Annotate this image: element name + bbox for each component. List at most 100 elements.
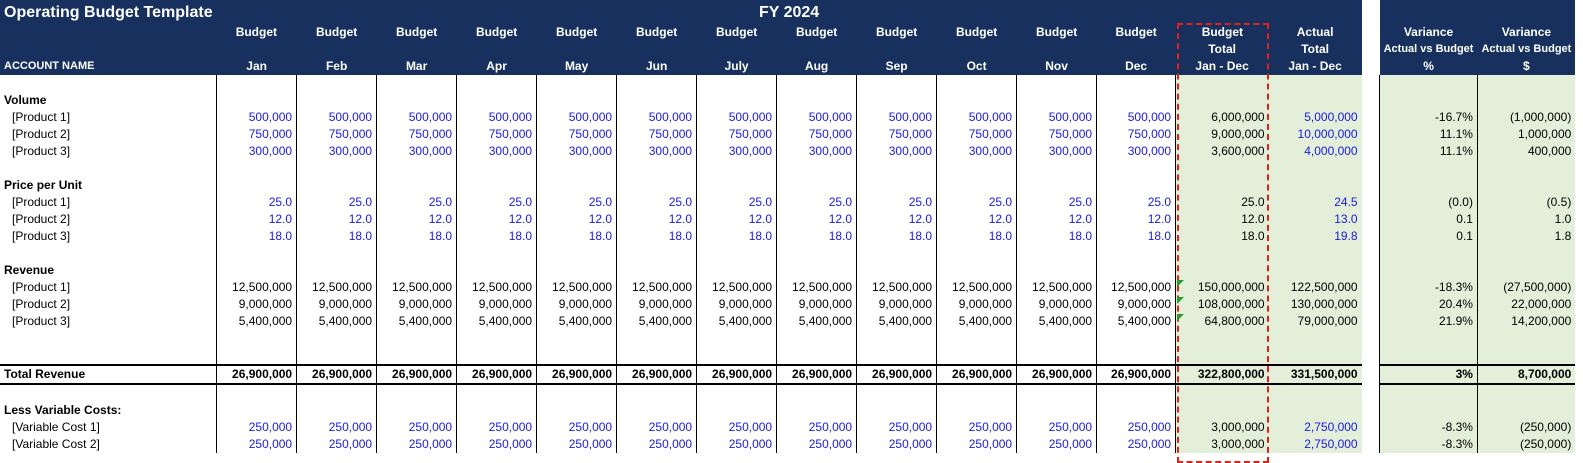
row-s2-r2-variance-pct[interactable]: 21.9% — [1379, 313, 1478, 330]
row-s1-r2-sep[interactable]: 18.0 — [856, 228, 938, 245]
variable-cost-2-aug[interactable]: 250,000 — [776, 436, 858, 453]
variable-cost-2-jun[interactable]: 250,000 — [616, 436, 698, 453]
variable-cost-2-may[interactable]: 250,000 — [536, 436, 618, 453]
row-s0-r1-may[interactable]: 750,000 — [536, 126, 618, 143]
row-s1-r2-budget-total[interactable]: 18.0 — [1175, 228, 1269, 245]
variable-cost-1-dec[interactable]: 250,000 — [1096, 419, 1177, 436]
row-s0-r0-mar[interactable]: 500,000 — [376, 109, 458, 126]
row-s0-r0-actual-total[interactable]: 5,000,000 — [1268, 109, 1362, 126]
row-s1-r2-mar[interactable]: 18.0 — [376, 228, 458, 245]
row-s2-r0-aug[interactable]: 12,500,000 — [776, 279, 858, 296]
row-s1-r0-sep[interactable]: 25.0 — [856, 194, 938, 211]
row-s2-r1-budget-total[interactable]: 108,000,000 — [1175, 296, 1269, 313]
row-s2-r0-budget-total[interactable]: 150,000,000 — [1175, 279, 1269, 296]
row-s0-r1-nov[interactable]: 750,000 — [1016, 126, 1098, 143]
row-s1-r0-actual-total[interactable]: 24.5 — [1268, 194, 1362, 211]
row-s1-r1-feb[interactable]: 12.0 — [296, 211, 378, 228]
variable-cost-2-apr[interactable]: 250,000 — [456, 436, 538, 453]
row-s1-r2-july[interactable]: 18.0 — [696, 228, 778, 245]
row-s1-r1-apr[interactable]: 12.0 — [456, 211, 538, 228]
row-s1-r0-may[interactable]: 25.0 — [536, 194, 618, 211]
row-s0-r1-sep[interactable]: 750,000 — [856, 126, 938, 143]
row-s1-r0-mar[interactable]: 25.0 — [376, 194, 458, 211]
row-s1-r1-jan[interactable]: 12.0 — [216, 211, 298, 228]
total-revenue-feb[interactable]: 26,900,000 — [296, 364, 378, 385]
row-s2-r2-july[interactable]: 5,400,000 — [696, 313, 778, 330]
row-s1-r2-jun[interactable]: 18.0 — [616, 228, 698, 245]
variable-cost-2-variance-pct[interactable]: -8.3% — [1379, 436, 1478, 453]
variable-cost-1-mar[interactable]: 250,000 — [376, 419, 458, 436]
row-s1-r0-variance-pct[interactable]: (0.0) — [1379, 194, 1478, 211]
row-s0-r1-jun[interactable]: 750,000 — [616, 126, 698, 143]
row-s0-r2-jan[interactable]: 300,000 — [216, 143, 298, 160]
row-s1-r2-dec[interactable]: 18.0 — [1096, 228, 1177, 245]
row-s0-r2-variance-pct[interactable]: 11.1% — [1379, 143, 1478, 160]
variable-cost-2-budget-total[interactable]: 3,000,000 — [1175, 436, 1269, 453]
total-revenue-mar[interactable]: 26,900,000 — [376, 364, 458, 385]
row-s2-r0-mar[interactable]: 12,500,000 — [376, 279, 458, 296]
total-revenue-may[interactable]: 26,900,000 — [536, 364, 618, 385]
row-s1-r0-budget-total[interactable]: 25.0 — [1175, 194, 1269, 211]
row-s2-r0-jan[interactable]: 12,500,000 — [216, 279, 298, 296]
row-s2-r2-jan[interactable]: 5,400,000 — [216, 313, 298, 330]
row-s2-r2-aug[interactable]: 5,400,000 — [776, 313, 858, 330]
row-s1-r2-may[interactable]: 18.0 — [536, 228, 618, 245]
error-indicator-icon[interactable] — [1177, 297, 1184, 304]
row-s0-r1-variance-pct[interactable]: 11.1% — [1379, 126, 1478, 143]
row-s2-r1-mar[interactable]: 9,000,000 — [376, 296, 458, 313]
variable-cost-2-sep[interactable]: 250,000 — [856, 436, 938, 453]
variable-cost-2-mar[interactable]: 250,000 — [376, 436, 458, 453]
variable-cost-2-july[interactable]: 250,000 — [696, 436, 778, 453]
row-s1-r0-jun[interactable]: 25.0 — [616, 194, 698, 211]
row-s1-r0-nov[interactable]: 25.0 — [1016, 194, 1098, 211]
row-s0-r1-budget-total[interactable]: 9,000,000 — [1175, 126, 1269, 143]
row-s2-r1-oct[interactable]: 9,000,000 — [936, 296, 1018, 313]
row-s0-r2-oct[interactable]: 300,000 — [936, 143, 1018, 160]
row-s0-r1-mar[interactable]: 750,000 — [376, 126, 458, 143]
row-s0-r0-sep[interactable]: 500,000 — [856, 109, 938, 126]
row-s2-r1-variance-dollar[interactable]: 22,000,000 — [1477, 296, 1576, 313]
variable-cost-1-feb[interactable]: 250,000 — [296, 419, 378, 436]
row-s0-r0-jun[interactable]: 500,000 — [616, 109, 698, 126]
row-s0-r2-may[interactable]: 300,000 — [536, 143, 618, 160]
row-s2-r0-feb[interactable]: 12,500,000 — [296, 279, 378, 296]
variable-cost-1-july[interactable]: 250,000 — [696, 419, 778, 436]
row-s2-r2-oct[interactable]: 5,400,000 — [936, 313, 1018, 330]
row-s1-r1-may[interactable]: 12.0 — [536, 211, 618, 228]
row-s1-r0-jan[interactable]: 25.0 — [216, 194, 298, 211]
row-s2-r2-mar[interactable]: 5,400,000 — [376, 313, 458, 330]
row-s0-r0-variance-pct[interactable]: -16.7% — [1379, 109, 1478, 126]
row-s0-r0-variance-dollar[interactable]: (1,000,000) — [1477, 109, 1576, 126]
row-s2-r2-may[interactable]: 5,400,000 — [536, 313, 618, 330]
row-s0-r2-mar[interactable]: 300,000 — [376, 143, 458, 160]
row-s1-r1-budget-total[interactable]: 12.0 — [1175, 211, 1269, 228]
row-s0-r0-budget-total[interactable]: 6,000,000 — [1175, 109, 1269, 126]
row-s2-r1-feb[interactable]: 9,000,000 — [296, 296, 378, 313]
total-revenue-actual-total[interactable]: 331,500,000 — [1268, 364, 1362, 385]
row-s1-r0-variance-dollar[interactable]: (0.5) — [1477, 194, 1576, 211]
total-revenue-variance-dollar[interactable]: 8,700,000 — [1477, 364, 1576, 385]
row-s2-r0-actual-total[interactable]: 122,500,000 — [1268, 279, 1362, 296]
total-revenue-july[interactable]: 26,900,000 — [696, 364, 778, 385]
row-s0-r2-variance-dollar[interactable]: 400,000 — [1477, 143, 1576, 160]
row-s0-r0-feb[interactable]: 500,000 — [296, 109, 378, 126]
row-s2-r1-apr[interactable]: 9,000,000 — [456, 296, 538, 313]
error-indicator-icon[interactable] — [1177, 314, 1184, 321]
variable-cost-1-oct[interactable]: 250,000 — [936, 419, 1018, 436]
variable-cost-1-variance-dollar[interactable]: (250,000) — [1477, 419, 1576, 436]
row-s0-r2-sep[interactable]: 300,000 — [856, 143, 938, 160]
row-s2-r1-may[interactable]: 9,000,000 — [536, 296, 618, 313]
variable-cost-2-jan[interactable]: 250,000 — [216, 436, 298, 453]
row-s2-r0-variance-pct[interactable]: -18.3% — [1379, 279, 1478, 296]
row-s1-r1-actual-total[interactable]: 13.0 — [1268, 211, 1362, 228]
row-s0-r2-dec[interactable]: 300,000 — [1096, 143, 1177, 160]
row-s0-r2-actual-total[interactable]: 4,000,000 — [1268, 143, 1362, 160]
row-s1-r1-variance-dollar[interactable]: 1.0 — [1477, 211, 1576, 228]
row-s0-r1-apr[interactable]: 750,000 — [456, 126, 538, 143]
row-s1-r2-oct[interactable]: 18.0 — [936, 228, 1018, 245]
row-s0-r2-apr[interactable]: 300,000 — [456, 143, 538, 160]
row-s2-r1-nov[interactable]: 9,000,000 — [1016, 296, 1098, 313]
row-s1-r0-july[interactable]: 25.0 — [696, 194, 778, 211]
variable-cost-2-nov[interactable]: 250,000 — [1016, 436, 1098, 453]
row-s2-r0-variance-dollar[interactable]: (27,500,000) — [1477, 279, 1576, 296]
